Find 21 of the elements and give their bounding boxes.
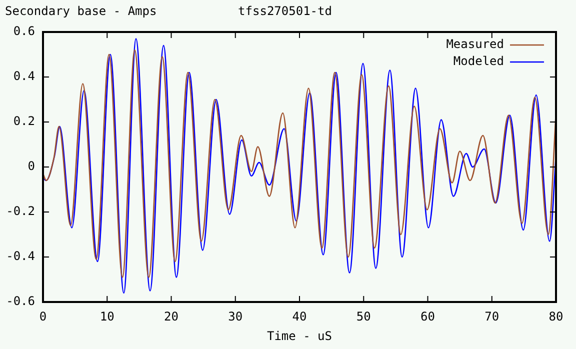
x-tick-label: 70 <box>484 309 500 324</box>
x-tick-label: 0 <box>39 309 47 324</box>
x-tick-label: 20 <box>164 309 178 324</box>
x-tick-label: 60 <box>420 309 435 324</box>
legend-label: Modeled <box>453 54 504 68</box>
y-tick-label: -0.2 <box>6 204 35 218</box>
x-tick-label: 80 <box>548 309 564 324</box>
x-tick-label: 10 <box>100 309 114 324</box>
y-tick-label: -0.4 <box>6 249 35 264</box>
x-tick-label: 30 <box>228 309 243 324</box>
y-tick-label: 0.4 <box>13 69 35 84</box>
legend-label: Measured <box>446 37 504 52</box>
y-tick-label: 0.6 <box>13 24 35 38</box>
chart-title: tfss270501-td <box>238 4 332 18</box>
y-tick-label: 0 <box>28 159 35 174</box>
x-axis-title: Time - uS <box>266 329 332 344</box>
y-axis-title: Secondary base - Amps <box>5 4 157 18</box>
y-tick-label: 0.2 <box>13 114 35 128</box>
x-tick-label: 40 <box>292 309 307 324</box>
y-tick-label: -0.6 <box>6 294 35 308</box>
x-tick-label: 50 <box>356 309 371 324</box>
